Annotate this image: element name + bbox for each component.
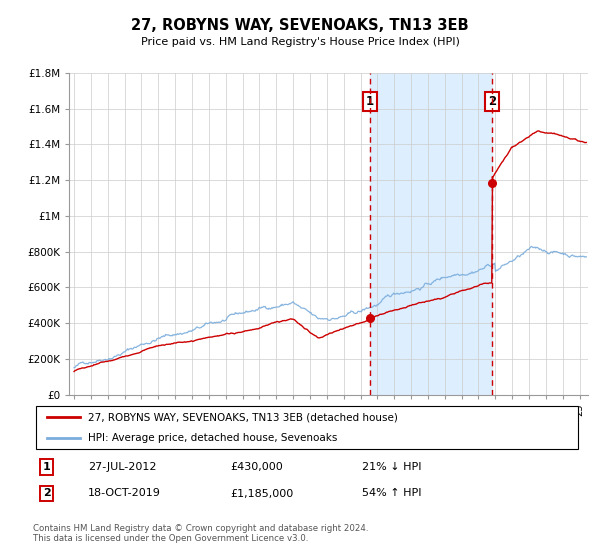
Text: 1: 1: [43, 462, 50, 472]
Text: 2: 2: [43, 488, 50, 498]
Text: 27, ROBYNS WAY, SEVENOAKS, TN13 3EB (detached house): 27, ROBYNS WAY, SEVENOAKS, TN13 3EB (det…: [88, 412, 398, 422]
Text: 21% ↓ HPI: 21% ↓ HPI: [362, 462, 422, 472]
Bar: [370, 73, 492, 395]
Text: Contains HM Land Registry data © Crown copyright and database right 2024.
This d: Contains HM Land Registry data © Crown c…: [33, 524, 368, 543]
Text: 27-JUL-2012: 27-JUL-2012: [88, 462, 157, 472]
Text: 27, ROBYNS WAY, SEVENOAKS, TN13 3EB: 27, ROBYNS WAY, SEVENOAKS, TN13 3EB: [131, 18, 469, 32]
FancyBboxPatch shape: [36, 406, 578, 450]
Text: HPI: Average price, detached house, Sevenoaks: HPI: Average price, detached house, Seve…: [88, 433, 337, 444]
Text: 18-OCT-2019: 18-OCT-2019: [88, 488, 161, 498]
Text: Price paid vs. HM Land Registry's House Price Index (HPI): Price paid vs. HM Land Registry's House …: [140, 37, 460, 47]
Text: £430,000: £430,000: [230, 462, 283, 472]
Text: 2: 2: [488, 95, 496, 108]
Text: £1,185,000: £1,185,000: [230, 488, 294, 498]
Text: 54% ↑ HPI: 54% ↑ HPI: [362, 488, 422, 498]
Text: 1: 1: [366, 95, 374, 108]
